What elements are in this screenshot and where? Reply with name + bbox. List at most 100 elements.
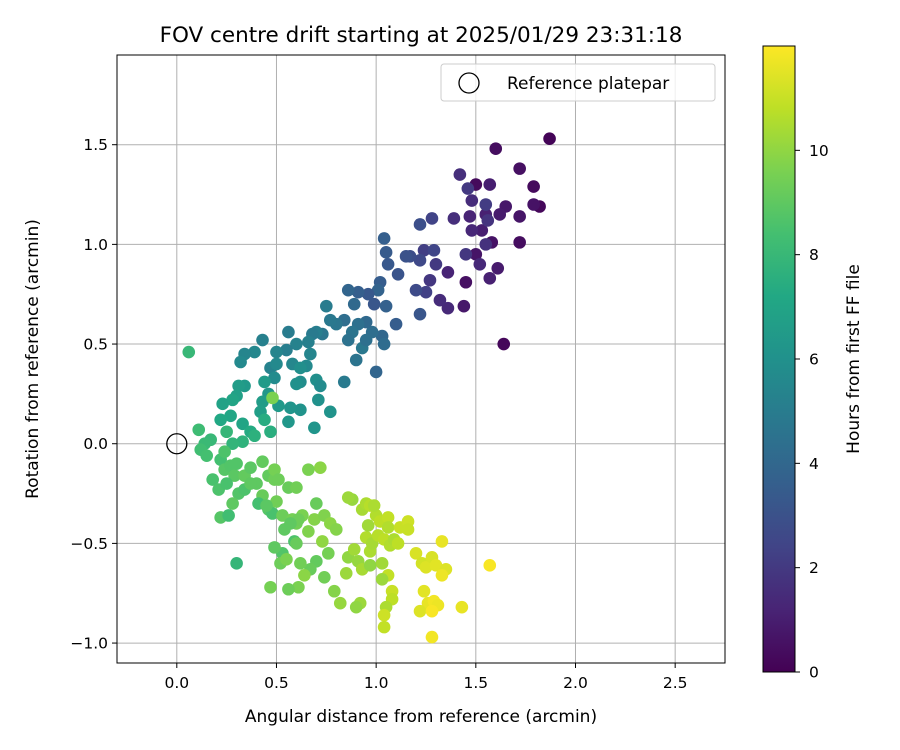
data-point bbox=[284, 517, 297, 530]
data-point bbox=[483, 178, 497, 191]
x-tick-label: 2.5 bbox=[663, 674, 688, 692]
data-point bbox=[483, 271, 497, 285]
grid bbox=[117, 55, 725, 663]
data-point bbox=[465, 224, 479, 237]
data-point bbox=[290, 481, 303, 494]
data-point bbox=[375, 572, 389, 586]
data-point bbox=[256, 333, 269, 347]
data-point bbox=[314, 379, 327, 393]
data-point bbox=[270, 495, 283, 508]
data-point bbox=[220, 477, 233, 490]
colorbar-tick-label: 10 bbox=[809, 142, 829, 160]
data-point bbox=[182, 345, 196, 359]
data-point bbox=[497, 337, 511, 351]
data-point bbox=[226, 393, 239, 407]
colorbar-ticks: 0 2 4 6 8 10 bbox=[795, 142, 829, 682]
data-point bbox=[270, 357, 283, 371]
data-point bbox=[349, 600, 363, 614]
data-point bbox=[419, 285, 433, 299]
data-point bbox=[282, 415, 295, 429]
data-point bbox=[230, 457, 243, 470]
data-point bbox=[323, 313, 337, 327]
data-point bbox=[327, 584, 341, 598]
data-point bbox=[455, 600, 469, 614]
data-point bbox=[401, 523, 415, 536]
data-point bbox=[413, 254, 427, 267]
data-point bbox=[236, 435, 249, 449]
data-point bbox=[459, 248, 473, 261]
data-point bbox=[312, 393, 325, 407]
data-point bbox=[429, 258, 443, 271]
data-point bbox=[425, 212, 439, 225]
data-point bbox=[491, 261, 505, 275]
data-point bbox=[268, 371, 281, 385]
plot-frame bbox=[116, 54, 726, 664]
data-point bbox=[375, 557, 389, 570]
colorbar-gradient bbox=[762, 45, 796, 673]
data-point bbox=[258, 413, 271, 427]
data-point bbox=[413, 307, 427, 321]
data-point bbox=[268, 541, 281, 554]
data-point bbox=[294, 361, 307, 375]
chart-title: FOV centre drift starting at 2025/01/29 … bbox=[160, 23, 683, 48]
data-point bbox=[282, 582, 295, 596]
data-point bbox=[264, 425, 277, 439]
x-tick-label: 0.5 bbox=[264, 674, 289, 692]
data-point bbox=[381, 511, 395, 524]
data-point bbox=[377, 608, 391, 622]
data-point bbox=[320, 299, 333, 313]
data-point bbox=[341, 333, 355, 347]
y-tick-label: −0.5 bbox=[70, 535, 108, 553]
data-point bbox=[339, 566, 353, 580]
data-point bbox=[218, 445, 231, 458]
data-point bbox=[413, 604, 427, 618]
data-point bbox=[527, 198, 540, 211]
data-point bbox=[473, 258, 487, 271]
data-point bbox=[427, 244, 441, 257]
data-point bbox=[222, 509, 235, 522]
data-point bbox=[290, 377, 303, 391]
data-point bbox=[433, 293, 447, 307]
data-point bbox=[463, 210, 477, 223]
data-point bbox=[389, 317, 403, 331]
data-point bbox=[322, 547, 335, 560]
data-point bbox=[216, 397, 229, 411]
data-point bbox=[258, 375, 271, 389]
data-point bbox=[413, 218, 427, 231]
data-point bbox=[513, 162, 526, 175]
reference-platepar-marker bbox=[166, 433, 188, 455]
data-point bbox=[543, 132, 556, 146]
data-point bbox=[425, 604, 439, 618]
data-point bbox=[409, 283, 423, 297]
data-point bbox=[513, 236, 526, 249]
data-point bbox=[266, 391, 279, 405]
data-point bbox=[441, 301, 455, 315]
data-point bbox=[475, 224, 489, 237]
y-tick-label: 0.0 bbox=[83, 435, 108, 453]
colorbar: 0 2 4 6 8 10 Hours from first FF file bbox=[762, 45, 864, 682]
data-point bbox=[457, 299, 471, 313]
data-point bbox=[206, 473, 219, 486]
data-point bbox=[513, 210, 526, 223]
data-point bbox=[379, 246, 393, 259]
data-point bbox=[276, 509, 289, 522]
data-point bbox=[264, 580, 277, 594]
data-point bbox=[381, 521, 395, 534]
data-point bbox=[359, 333, 373, 347]
colorbar-tick-label: 8 bbox=[809, 246, 819, 264]
data-point bbox=[409, 547, 423, 560]
data-point bbox=[479, 238, 493, 251]
data-point bbox=[349, 353, 363, 367]
data-point bbox=[361, 519, 375, 532]
data-point bbox=[270, 345, 283, 359]
data-point bbox=[435, 568, 449, 582]
colorbar-label: Hours from first FF file bbox=[844, 264, 864, 454]
data-point bbox=[417, 244, 431, 257]
data-point bbox=[232, 379, 245, 393]
data-point bbox=[391, 267, 405, 281]
colorbar-tick-label: 6 bbox=[809, 351, 819, 369]
data-point bbox=[423, 273, 437, 287]
data-point bbox=[260, 499, 273, 512]
data-point bbox=[308, 513, 321, 526]
legend-label: Reference platepar bbox=[507, 74, 669, 94]
